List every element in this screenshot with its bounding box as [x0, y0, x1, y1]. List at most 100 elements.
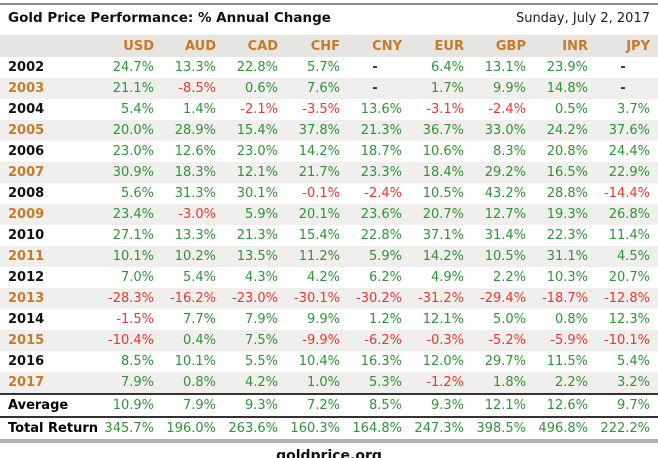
value-cell: 4.9% [430, 270, 464, 285]
header-row: USD AUD CAD CHF CNY EUR GBP INR JPY [0, 35, 658, 57]
value-cell: 21.3% [360, 123, 402, 138]
value-cell: -30.2% [356, 291, 402, 306]
value-cell: - [372, 60, 378, 75]
row-label: 2007 [8, 165, 45, 180]
value-cell: 30.9% [112, 165, 154, 180]
table-row-2017: 2017 7.9% 0.8% 4.2% 1.0% 5.3% -1.2% 1.8% 2.2% 3.2… [0, 372, 658, 394]
column-header-chf: CHF [286, 35, 348, 57]
row-label: 2017 [8, 375, 45, 390]
row-label: 2016 [8, 354, 45, 369]
value-cell: 10.1% [174, 354, 216, 369]
value-cell: 7.9% [182, 398, 216, 413]
value-cell: 12.6% [174, 144, 216, 159]
value-cell: 3.2% [616, 375, 650, 390]
value-cell: 8.5% [368, 398, 402, 413]
value-cell: 23.6% [360, 207, 402, 222]
value-cell: 0.4% [182, 333, 216, 348]
value-cell: 12.3% [608, 312, 650, 327]
value-cell: -14.4% [604, 186, 650, 201]
value-cell: 11.2% [298, 249, 340, 264]
value-cell: 1.0% [306, 375, 340, 390]
value-cell: 23.9% [546, 60, 588, 75]
value-cell: 9.9% [306, 312, 340, 327]
value-cell: 1.8% [492, 375, 526, 390]
value-cell: -2.4% [488, 102, 526, 117]
value-cell: 0.8% [182, 375, 216, 390]
value-cell: 30.1% [236, 186, 278, 201]
value-cell: -3.1% [426, 102, 464, 117]
value-cell: 10.3% [546, 270, 588, 285]
corner-cell [0, 35, 100, 57]
column-header-usd: USD [100, 35, 162, 57]
value-cell: - [620, 81, 626, 96]
table-row-total-return: Total Return 345.7% 196.0% 263.6% 160.3% 164.… [0, 417, 658, 441]
value-cell: -18.7% [542, 291, 588, 306]
value-cell: 19.3% [546, 207, 588, 222]
column-header-eur: EUR [410, 35, 472, 57]
value-cell: 12.6% [546, 398, 588, 413]
value-cell: 31.3% [174, 186, 216, 201]
value-cell: 2.2% [554, 375, 588, 390]
row-label: 2015 [8, 333, 45, 348]
value-cell: -12.8% [604, 291, 650, 306]
value-cell: 3.7% [616, 102, 650, 117]
value-cell: 24.7% [112, 60, 154, 75]
value-cell: 164.8% [352, 421, 402, 436]
value-cell: 22.3% [546, 228, 588, 243]
value-cell: 20.7% [608, 270, 650, 285]
table-body: 2002 24.7% 13.3% 22.8% 5.7% -6.4% 13.1% 23.9% -2… [0, 57, 658, 441]
value-cell: 43.2% [484, 186, 526, 201]
value-cell: 7.0% [120, 270, 154, 285]
value-cell: 11.5% [546, 354, 588, 369]
value-cell: 8.5% [120, 354, 154, 369]
value-cell: 5.4% [616, 354, 650, 369]
value-cell: 20.7% [422, 207, 464, 222]
value-cell: - [372, 81, 378, 96]
value-cell: -3.5% [302, 102, 340, 117]
row-label: 2002 [8, 60, 45, 75]
value-cell: 8.3% [492, 144, 526, 159]
value-cell: -28.3% [108, 291, 154, 306]
table-row-2012: 2012 7.0% 5.4% 4.3% 4.2% 6.2% 4.9% 2.2% 10.3% 20.… [0, 267, 658, 288]
value-cell: 12.0% [422, 354, 464, 369]
value-cell: -2.1% [240, 102, 278, 117]
value-cell: -8.5% [178, 81, 216, 96]
source-attribution: goldprice.org [276, 448, 382, 458]
value-cell: 14.8% [546, 81, 588, 96]
column-header-cny: CNY [348, 35, 410, 57]
gold-performance-table: USD AUD CAD CHF CNY EUR GBP INR JPY 2002 24.7% 13.… [0, 35, 658, 443]
value-cell: 398.5% [476, 421, 526, 436]
column-header-gbp: GBP [472, 35, 534, 57]
value-cell: 12.7% [484, 207, 526, 222]
value-cell: 160.3% [290, 421, 340, 436]
value-cell: 7.7% [182, 312, 216, 327]
value-cell: 18.3% [174, 165, 216, 180]
value-cell: 10.5% [422, 186, 464, 201]
table-row-2003: 2003 21.1% -8.5% 0.6% 7.6% - 1.7% 9.9% 14.8% - [0, 78, 658, 99]
value-cell: 23.4% [112, 207, 154, 222]
value-cell: 12.1% [236, 165, 278, 180]
row-label: 2012 [8, 270, 45, 285]
table-row-2009: 2009 23.4% -3.0% 5.9% 20.1% 23.6% 20.7% 12.7% 19… [0, 204, 658, 225]
value-cell: 22.8% [236, 60, 278, 75]
table-header: USD AUD CAD CHF CNY EUR GBP INR JPY [0, 35, 658, 57]
value-cell: 9.3% [430, 398, 464, 413]
value-cell: -0.1% [302, 186, 340, 201]
table-row-2004: 2004 5.4% 1.4% -2.1% -3.5% 13.6% -3.1% -2.4% 0.5… [0, 99, 658, 120]
value-cell: 5.7% [306, 60, 340, 75]
value-cell: 6.2% [368, 270, 402, 285]
value-cell: -10.4% [108, 333, 154, 348]
value-cell: 12.1% [484, 398, 526, 413]
value-cell: -5.9% [550, 333, 588, 348]
value-cell: 1.7% [430, 81, 464, 96]
value-cell: -0.3% [426, 333, 464, 348]
value-cell: 28.8% [546, 186, 588, 201]
value-cell: -1.2% [426, 375, 464, 390]
value-cell: 4.3% [244, 270, 278, 285]
row-label: 2008 [8, 186, 45, 201]
value-cell: 22.9% [608, 165, 650, 180]
value-cell: 22.8% [360, 228, 402, 243]
value-cell: 13.1% [484, 60, 526, 75]
value-cell: - [620, 60, 626, 75]
